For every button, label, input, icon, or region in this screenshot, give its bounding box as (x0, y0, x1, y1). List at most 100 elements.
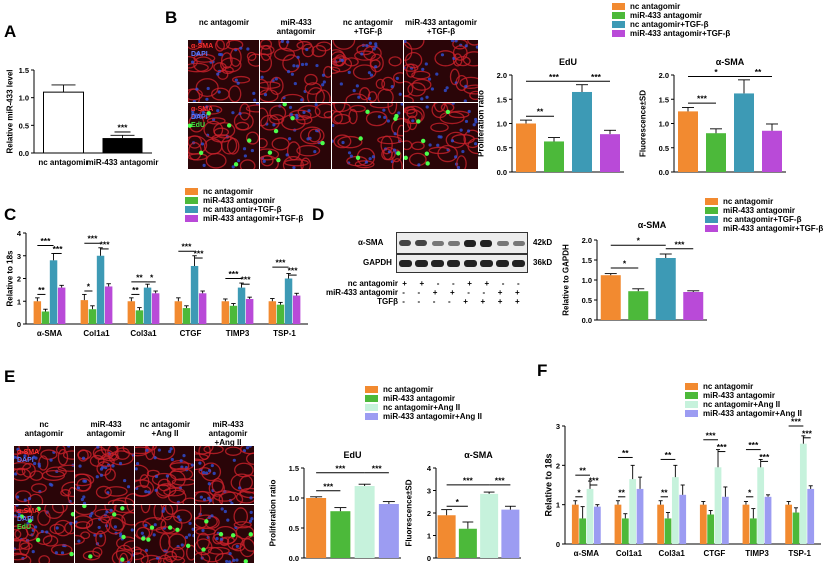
nucleus (466, 129, 471, 133)
nucleus (202, 498, 207, 502)
sign: + (419, 279, 425, 288)
significance-marker: *** (791, 417, 802, 427)
significance-marker: * (577, 487, 581, 497)
nucleus (424, 62, 428, 66)
cell-outline (220, 57, 242, 73)
nucleus (161, 509, 165, 513)
stain-label: DAPI (191, 51, 208, 58)
nucleus (201, 111, 205, 115)
nucleus (206, 86, 210, 91)
cell-outline (334, 54, 346, 67)
cell-outline (200, 462, 222, 482)
nucleus (113, 525, 117, 529)
legend-item: nc antagomir+TGF-β (185, 205, 303, 214)
bar (679, 494, 687, 544)
nucleus (170, 457, 174, 462)
significance-marker: * (87, 282, 91, 292)
cell-outline (304, 73, 318, 86)
nucleus (205, 471, 209, 475)
cell-outline (260, 107, 269, 127)
panel-label-c: C (4, 205, 17, 224)
sign: - (467, 288, 470, 297)
nucleus (472, 123, 476, 127)
panel-b-col-header-3: nc antagomir +TGF-β (342, 18, 394, 36)
cell-outline (377, 135, 402, 145)
nucleus (262, 159, 266, 163)
nucleus (182, 453, 186, 458)
nucleus (202, 163, 206, 167)
cell-outline (369, 53, 384, 73)
blot-gapdh (396, 254, 528, 273)
x-tick-label: CTGF (703, 549, 725, 558)
bar (655, 258, 676, 320)
edu-positive-nucleus (218, 532, 224, 537)
cell-outline (396, 124, 403, 143)
legend-e: nc antagomir miR-433 antagomir nc antago… (365, 385, 482, 421)
nucleus (191, 109, 195, 113)
edu-positive-nucleus (226, 123, 232, 128)
nucleus (357, 95, 361, 99)
legend-c: nc antagomir miR-433 antagomir nc antago… (185, 187, 303, 223)
nucleus (32, 455, 36, 459)
chart-f: 0 1 2 3 Relative to 18s α-SMA Col1a1 Col3a1 CTGF… (543, 417, 821, 558)
cell-outline (188, 40, 203, 50)
band-size-asma: 42kD (533, 238, 553, 247)
nucleus (135, 461, 140, 466)
cell-outline (332, 103, 351, 113)
nucleus (242, 449, 247, 453)
cell-outline (239, 103, 251, 121)
nucleus (198, 113, 202, 117)
bar (683, 292, 704, 320)
nucleus (306, 137, 310, 141)
nucleus (220, 507, 224, 511)
bar (57, 287, 66, 324)
cell-outline (40, 449, 58, 460)
nucleus (246, 47, 250, 51)
cell-outline (219, 537, 230, 547)
legend-item: nc antagomir+TGF-β (612, 20, 730, 29)
cell-outline (271, 137, 290, 151)
nucleus (90, 511, 94, 515)
nucleus (295, 113, 299, 117)
cell-outline (388, 56, 402, 67)
nucleus (67, 446, 71, 448)
cell-outline (348, 108, 358, 125)
y-tick-label: 0.0 (582, 316, 592, 325)
band-label-asma: α-SMA (358, 238, 384, 247)
legend-label: nc antagomir+TGF-β (723, 215, 802, 224)
nucleus (184, 535, 189, 539)
nucleus (236, 81, 240, 85)
significance-marker: ** (755, 67, 762, 77)
nucleus (463, 99, 467, 102)
nucleus (232, 558, 236, 562)
nucleus (235, 544, 239, 548)
cell-outline (224, 446, 242, 456)
micrograph-texture (135, 505, 194, 563)
stain-label: DAPI (17, 516, 34, 523)
micrograph-b-r2c1: α-SMA DAPI EdU (188, 103, 259, 169)
cell-outline (233, 112, 254, 131)
blot-band (512, 240, 525, 246)
bar (284, 278, 293, 324)
stain-label: α-SMA (17, 508, 40, 515)
cell-outline (201, 105, 223, 115)
nucleus (31, 550, 35, 554)
cell-outline (273, 47, 296, 61)
y-tick-label: 0.5 (582, 296, 592, 305)
cell-outline (369, 103, 394, 109)
cell-outline (391, 158, 403, 169)
cell-outline (354, 50, 376, 61)
nucleus (340, 58, 345, 63)
sign: + (463, 297, 468, 306)
cell-outline (233, 507, 249, 526)
legend-swatch (185, 215, 198, 222)
nucleus (390, 84, 394, 89)
bar (174, 301, 183, 324)
cell-outline (60, 489, 71, 497)
y-tick-label: 2 (427, 509, 431, 518)
legend-item: nc antagomir (185, 187, 303, 196)
nucleus (168, 449, 172, 454)
sign: - (448, 297, 451, 306)
cell-outline (188, 88, 201, 102)
